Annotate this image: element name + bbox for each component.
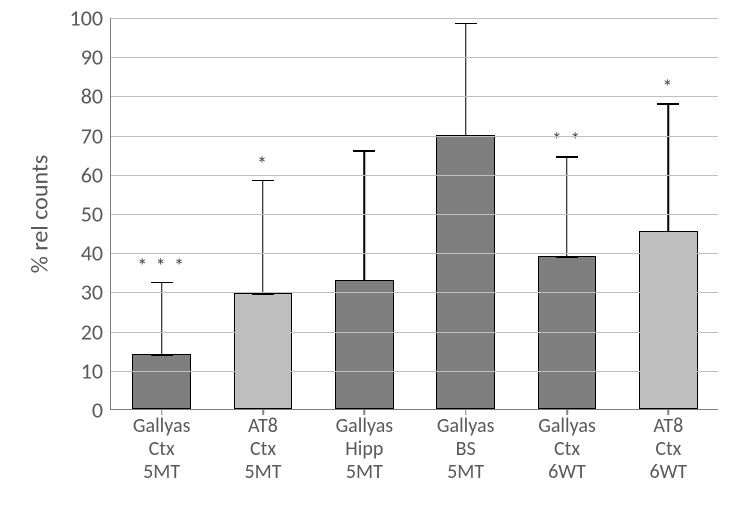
gridline xyxy=(111,214,718,215)
gridline xyxy=(111,332,718,333)
x-category-label: AT8Ctx6WT xyxy=(649,415,687,484)
error-bar xyxy=(353,17,375,409)
gridline xyxy=(111,18,718,19)
x-category-label: AT8Ctx5MT xyxy=(245,415,282,484)
y-tick-label: 0 xyxy=(92,397,111,424)
y-tick-label: 80 xyxy=(81,83,111,110)
error-bar xyxy=(556,17,578,409)
error-bar xyxy=(252,17,274,409)
gridline xyxy=(111,253,718,254)
x-category-label: GallyasCtx6WT xyxy=(538,415,596,484)
gridline xyxy=(111,96,718,97)
gridline xyxy=(111,136,718,137)
significance-label: * * * xyxy=(137,255,186,279)
y-tick-label: 50 xyxy=(81,201,111,228)
significance-label: * * xyxy=(552,129,582,153)
x-tick xyxy=(465,409,467,415)
gridline xyxy=(111,292,718,293)
x-tick xyxy=(566,409,568,415)
x-tick xyxy=(668,409,670,415)
error-bar xyxy=(455,17,477,409)
x-category-label: GallyasBS5MT xyxy=(437,415,495,484)
x-tick xyxy=(364,409,366,415)
y-tick-label: 20 xyxy=(81,318,111,345)
gridline xyxy=(111,57,718,58)
plot-area: * * *** ** GallyasCtx5MTAT8Ctx5MTGallyas… xyxy=(110,18,718,410)
y-tick-label: 40 xyxy=(81,240,111,267)
gridline xyxy=(111,175,718,176)
x-category-label: GallyasCtx5MT xyxy=(133,415,191,484)
error-bar xyxy=(151,17,173,409)
y-tick-label: 70 xyxy=(81,122,111,149)
gridline xyxy=(111,371,718,372)
y-tick-label: 30 xyxy=(81,279,111,306)
y-axis-title: % rel counts xyxy=(26,155,55,274)
y-tick-label: 10 xyxy=(81,357,111,384)
x-tick xyxy=(262,409,264,415)
y-tick-label: 100 xyxy=(70,5,111,32)
y-tick-label: 90 xyxy=(81,44,111,71)
x-tick xyxy=(161,409,163,415)
bar-chart: * * *** ** GallyasCtx5MTAT8Ctx5MTGallyas… xyxy=(0,0,740,505)
x-category-label: GallyasHipp5MT xyxy=(336,415,394,484)
significance-label: * xyxy=(257,153,269,177)
y-tick-label: 60 xyxy=(81,161,111,188)
